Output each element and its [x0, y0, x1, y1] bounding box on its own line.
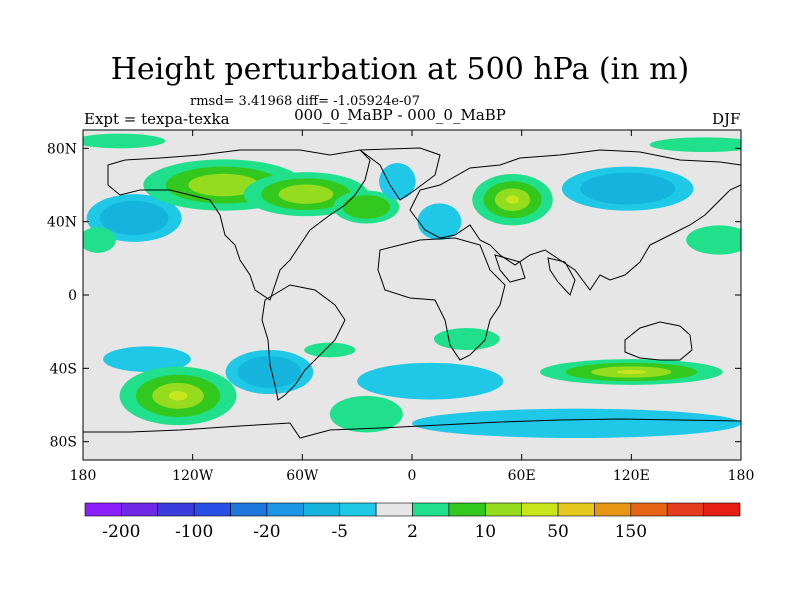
coastline-australia: [624, 321, 693, 361]
axis-ticks: 180 120W 60W 0 60E 120E 180 80N 40N 0 40S 80S: [47, 130, 754, 484]
anomaly-11-level-0: [83, 133, 166, 149]
colorbar-swatch: [266, 502, 304, 517]
anomaly-14-level-3: [168, 391, 188, 401]
colorbar-label: 2: [407, 522, 418, 542]
y-tick-label: 0: [68, 288, 77, 304]
anomaly-4-level-0: [379, 163, 416, 200]
anomaly-3-level-1: [342, 195, 390, 219]
x-tick-label: 120W: [172, 468, 214, 484]
colorbar-swatch: [594, 502, 632, 517]
colorbar-swatch: [630, 502, 668, 517]
colorbar-swatch: [703, 502, 741, 517]
anomaly-20-level-0: [412, 408, 741, 439]
colorbar-swatch: [375, 502, 413, 517]
coastline-north-america: [107, 149, 371, 301]
anomaly-12-level-0: [433, 328, 500, 350]
anomaly-2-level-2: [278, 184, 334, 204]
anomaly-7-level-1: [580, 172, 676, 205]
anomaly-1-level-2: [188, 173, 260, 197]
x-tick-label: 60W: [286, 468, 319, 484]
colorbar-swatch: [84, 502, 122, 517]
coastlines: [83, 147, 741, 439]
y-tick-label: 40N: [47, 215, 77, 231]
y-tick-label: 40S: [50, 361, 77, 377]
coastline-antarctica: [83, 418, 741, 439]
x-tick-label: 180: [70, 468, 97, 484]
y-tick-label: 80N: [47, 141, 77, 157]
anomaly-8-level-0: [686, 225, 741, 255]
colorbar-swatch: [230, 502, 268, 517]
anomaly-9-level-0: [83, 227, 116, 253]
contour-field: [83, 133, 741, 439]
colorbar-swatch: [484, 502, 522, 517]
anomaly-0-level-1: [99, 200, 169, 236]
colorbar-swatch: [521, 502, 559, 517]
anomaly-15-level-1: [237, 356, 302, 388]
colorbar-swatch: [557, 502, 595, 517]
colorbar-label: -200: [102, 522, 140, 542]
anomaly-10-level-0: [649, 137, 741, 152]
coastline-south-america: [261, 284, 346, 401]
anomaly-19-level-3: [616, 369, 646, 375]
colorbar-swatch: [339, 502, 377, 517]
experiment-label: Expt = texpa-texka: [84, 110, 230, 128]
anomaly-5-level-0: [417, 203, 462, 241]
colorbar-label: -100: [175, 522, 213, 542]
colorbar-swatch: [193, 502, 231, 517]
coastline-eurasia: [409, 149, 741, 291]
y-tick-label: 80S: [50, 435, 77, 451]
x-tick-label: 0: [408, 468, 417, 484]
colorbar-label: 10: [474, 522, 496, 542]
chart-title: Height perturbation at 500 hPa (in m): [110, 52, 690, 87]
anomaly-13-level-0: [103, 346, 191, 372]
colorbar-label: -5: [331, 522, 348, 542]
coastline-africa: [377, 237, 506, 361]
coastline-greenland: [358, 147, 441, 201]
colorbar-swatch: [121, 502, 159, 517]
subtitle-label: 000_0_MaBP - 000_0_MaBP: [294, 106, 506, 124]
anomaly-16-level-0: [304, 342, 356, 358]
anomaly-17-level-0: [329, 395, 403, 433]
colorbar-swatch: [412, 502, 450, 517]
colorbar-label: 150: [615, 522, 647, 542]
colorbar-label: -20: [253, 522, 280, 542]
colorbar-swatch: [303, 502, 341, 517]
x-tick-label: 180: [728, 468, 755, 484]
colorbar-swatch: [157, 502, 195, 517]
colorbar-swatch: [448, 502, 486, 517]
colorbar-label: 50: [547, 522, 569, 542]
anomaly-6-level-3: [506, 195, 519, 204]
colorbar-swatch: [666, 502, 704, 517]
coastline-south-asia: [494, 254, 576, 296]
x-tick-label: 120E: [613, 468, 650, 484]
colorbar: -200 -100 -20 -5 2 10 50 150: [84, 502, 741, 542]
x-tick-label: 60E: [508, 468, 536, 484]
stats-label: rmsd= 3.41968 diff= -1.05924e-07: [190, 94, 420, 109]
anomaly-18-level-0: [357, 362, 504, 400]
season-label: DJF: [712, 110, 741, 128]
